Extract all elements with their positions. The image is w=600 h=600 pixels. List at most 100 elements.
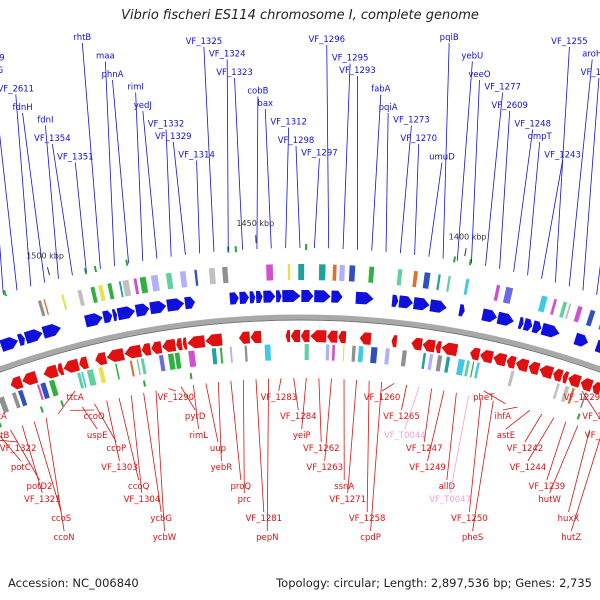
forward-cds-arrow xyxy=(84,313,103,328)
reverse-leader-line xyxy=(370,381,383,532)
forward-gene-label: VF_1270 xyxy=(400,134,437,144)
reverse-cog-block xyxy=(17,389,28,407)
forward-gene-label: fdnG xyxy=(0,66,3,76)
forward-cog-block xyxy=(61,294,68,311)
forward-leader-line xyxy=(45,125,59,279)
reverse-gene-label: VF_1232 xyxy=(585,431,600,441)
reverse-cds-arrow xyxy=(124,344,143,359)
forward-gene-label: VF_1248 xyxy=(514,120,551,130)
forward-cog-block xyxy=(118,281,124,298)
reverse-gene-label: ttcA xyxy=(66,393,83,403)
forward-cds-arrow xyxy=(134,303,150,317)
forward-cog-block xyxy=(493,284,501,302)
forward-gene-label: VF_1254 xyxy=(581,68,600,78)
reverse-cog-block xyxy=(325,344,330,361)
forward-cog-block xyxy=(107,283,115,300)
forward-leader-line xyxy=(442,42,450,259)
reverse-cog-block xyxy=(219,347,224,364)
reverse-cds-arrow xyxy=(592,381,600,395)
reverse-gene-labels: VF_1384VF_1378fdhDVF_1350VF_1333VF_1330V… xyxy=(0,377,600,543)
forward-gene-labels: abgTVF_1399yfiPVF_1392VF_1398nagKVF_1391… xyxy=(0,33,600,295)
reverse-cog-block xyxy=(552,383,560,400)
kbp-tick-label: 1400 kbp xyxy=(449,232,487,241)
forward-gene-label: rimI xyxy=(127,83,144,93)
forward-gene-label: yedJ xyxy=(134,101,152,111)
forward-cog-block xyxy=(165,272,174,290)
reverse-gene-label: pheS xyxy=(462,533,483,543)
forward-gene-label: VF_1298 xyxy=(278,136,315,146)
forward-cog-block xyxy=(332,264,337,281)
forward-cds-arrow xyxy=(458,304,465,317)
reverse-cds-arrow xyxy=(176,338,183,351)
forward-cog-block xyxy=(318,264,326,281)
marker-tick xyxy=(453,256,457,263)
forward-cog-block xyxy=(348,265,356,282)
reverse-cog-block xyxy=(421,352,427,370)
marker-tick xyxy=(93,265,98,273)
forward-cog-block xyxy=(208,267,216,285)
reverse-leader-line xyxy=(568,429,590,513)
forward-leader-line xyxy=(399,125,412,254)
forward-cds-arrow xyxy=(249,291,256,304)
reverse-cog-block xyxy=(229,346,233,363)
reverse-cog-block xyxy=(444,356,451,373)
reverse-leader-line xyxy=(546,421,567,481)
reverse-gene-label: allD xyxy=(439,482,456,492)
reverse-gene-label: ycbG xyxy=(150,514,172,524)
reverse-gene-label: VF_1321 xyxy=(24,495,61,505)
forward-leader-line xyxy=(112,79,129,264)
reverse-gene-label: VF_1304 xyxy=(124,495,161,505)
forward-leader-line xyxy=(385,112,389,252)
forward-cds-arrow xyxy=(116,306,136,321)
forward-cog-block xyxy=(194,269,199,286)
forward-gene-label: VF_1324 xyxy=(209,50,246,60)
forward-leader-line xyxy=(313,158,320,249)
reverse-cog-block xyxy=(507,370,515,387)
reverse-cog-block xyxy=(167,353,176,370)
reverse-gene-label: VF_1244 xyxy=(510,463,547,473)
forward-leader-line xyxy=(499,110,511,269)
reverse-leader-line xyxy=(401,384,408,411)
reverse-cog-block xyxy=(81,371,87,388)
forward-leader-line xyxy=(371,94,382,251)
forward-gene-label: phnA xyxy=(101,70,123,80)
reverse-gene-label: ccoN xyxy=(54,533,75,543)
reverse-leader-line xyxy=(423,388,432,443)
forward-cog-block xyxy=(98,284,106,302)
forward-gene-label: VF_1297 xyxy=(301,149,338,159)
reverse-cds-arrow xyxy=(43,364,59,379)
reverse-leader-line xyxy=(446,392,457,481)
forward-cds-arrow xyxy=(111,308,117,322)
reverse-gene-label: yeiP xyxy=(293,431,311,441)
reverse-gene-label: VF_1229 xyxy=(564,393,600,403)
reverse-cog-block xyxy=(244,345,248,362)
reverse-cog-block xyxy=(567,388,575,404)
reverse-gene-label: VF_1265 xyxy=(383,412,420,422)
reverse-cog-block xyxy=(384,348,390,365)
reverse-cds-arrow xyxy=(539,365,555,380)
forward-gene-label: VF_2609 xyxy=(491,101,528,111)
reverse-gene-label: VF_1271 xyxy=(329,495,366,505)
forward-cog-block xyxy=(150,274,160,292)
forward-cds-arrow xyxy=(429,299,447,313)
reverse-cds-arrow xyxy=(327,330,338,343)
reverse-cog-block xyxy=(115,363,120,380)
forward-cds-arrow xyxy=(413,297,430,311)
forward-leader-line xyxy=(264,108,272,249)
genome-backbone xyxy=(0,314,600,372)
reverse-leader-line xyxy=(581,390,600,420)
rna-gene-label: VF_T0044 xyxy=(384,431,426,441)
forward-cds-arrow xyxy=(184,296,195,310)
forward-gene-label: VF_1369 xyxy=(0,54,5,64)
forward-cds-arrow xyxy=(301,290,314,303)
reverse-cog-block xyxy=(455,358,465,376)
reverse-leader-line xyxy=(255,379,265,513)
reverse-cds-arrow xyxy=(391,335,398,348)
reverse-gene-label: hutZ xyxy=(561,533,581,543)
marker-tick xyxy=(40,406,44,413)
forward-cds-arrow xyxy=(531,320,542,334)
forward-gene-label: veeO xyxy=(468,70,490,80)
reverse-gene-label: VF_1239 xyxy=(529,482,566,492)
forward-cds-arrow xyxy=(0,346,1,348)
reverse-cds-arrow xyxy=(10,375,24,390)
